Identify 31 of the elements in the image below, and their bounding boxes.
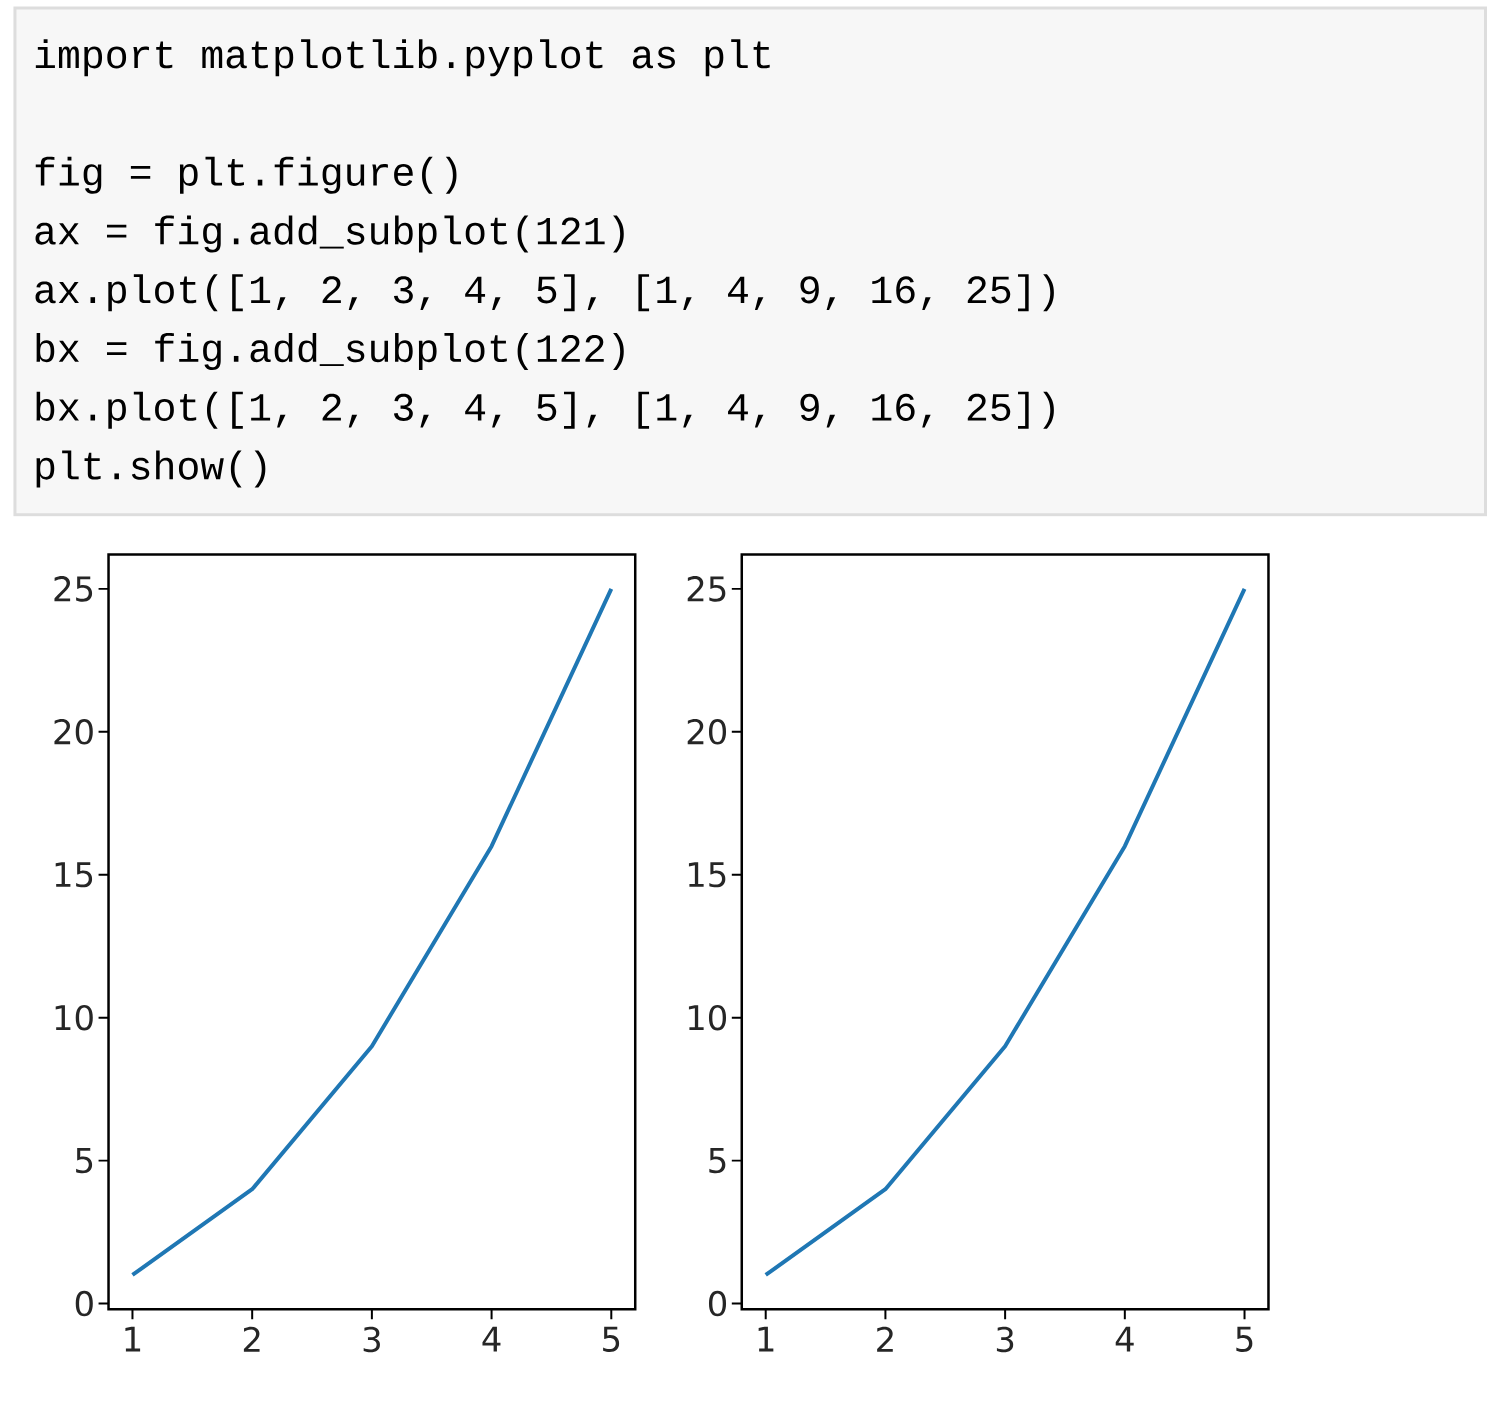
text: ax = fig.add_subplot(121) <box>35 215 624 253</box>
line-series <box>763 586 1247 1278</box>
x-tick-label: 1 <box>758 1326 774 1352</box>
y-tick-label: 0 <box>708 1290 727 1317</box>
x-tick-label: 2 <box>243 1326 260 1352</box>
y-tick-label: 5 <box>709 1148 726 1174</box>
x-tick-label: 5 <box>1236 1326 1253 1352</box>
y-tick-label: 20 <box>54 719 93 745</box>
x-tick-label: 4 <box>1115 1326 1134 1352</box>
y-tick-label: 15 <box>55 862 93 888</box>
text: plt.show() <box>36 450 266 488</box>
x-tick-label: 5 <box>603 1326 620 1352</box>
y-tick-label: 5 <box>76 1148 93 1174</box>
line-series <box>130 586 614 1278</box>
y-tick-label: 25 <box>54 576 93 602</box>
y-tick-label: 20 <box>687 719 727 745</box>
y-tick-label: 15 <box>688 862 726 888</box>
text: bx.plot([1, 2, 3, 4, 5], [1, 4, 9, 16, 25]) <box>36 391 1054 429</box>
y-tick-label: 10 <box>688 1004 727 1031</box>
y-tick-label: 10 <box>55 1004 93 1031</box>
x-tick-label: 4 <box>482 1326 501 1352</box>
y-tick-label: 25 <box>687 576 726 602</box>
text: fig = plt.figure() <box>35 156 457 194</box>
text: import matplotlib.pyplot as plt <box>35 39 770 77</box>
x-tick-label: 1 <box>125 1326 141 1352</box>
y-tick-label: 0 <box>75 1290 93 1317</box>
x-tick-label: 3 <box>996 1326 1014 1353</box>
text: ax.plot([1, 2, 3, 4, 5], [1, 4, 9, 16, 25]) <box>35 274 1054 312</box>
x-tick-label: 2 <box>877 1326 893 1352</box>
x-tick-label: 3 <box>363 1326 380 1353</box>
text: bx = fig.add_subplot(122) <box>36 332 624 371</box>
